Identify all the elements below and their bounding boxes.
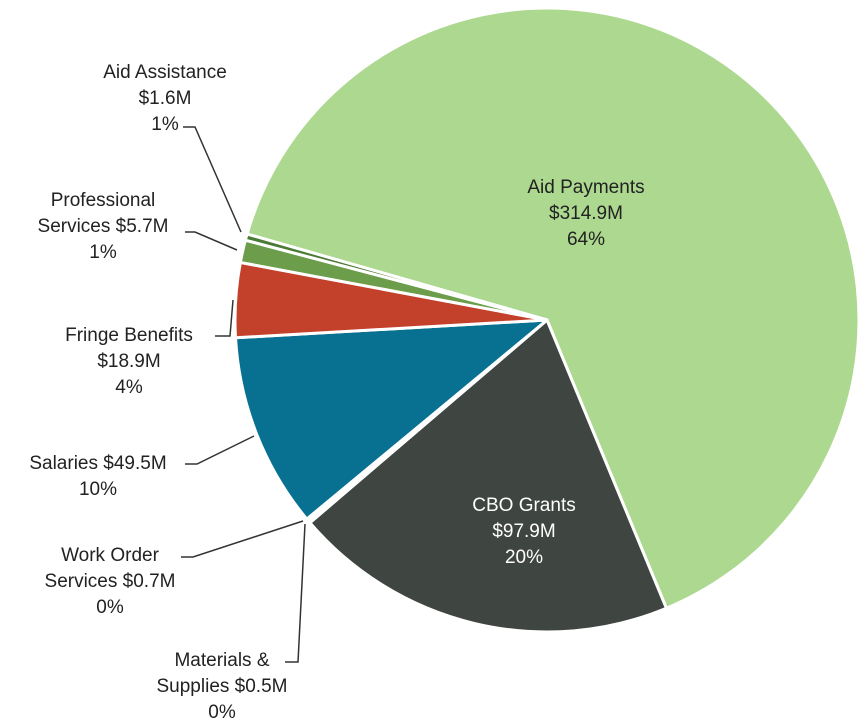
- percent-label: 1%: [151, 114, 179, 135]
- leader-line: [181, 520, 304, 558]
- category-label: Salaries: [29, 453, 98, 474]
- value-label: $5.7M: [115, 216, 169, 237]
- slice-label: Aid Payments $314.9M 64%: [456, 175, 716, 253]
- leader-line: [185, 435, 255, 465]
- pie-slice: [308, 318, 668, 634]
- leader-line: [215, 299, 234, 337]
- value-label: $1.6M: [138, 88, 192, 109]
- value-label: $0.7M: [122, 571, 176, 592]
- pie-slice: [245, 6, 861, 610]
- category-label: Aid Payments: [527, 177, 645, 198]
- category-label: Fringe Benefits: [65, 325, 193, 346]
- slice-label: CBO Grants $97.9M 20%: [424, 493, 624, 571]
- category-label: CBO Grants: [472, 495, 576, 516]
- percent-label: 10%: [78, 479, 118, 500]
- pie-slice: [234, 318, 549, 521]
- percent-label: 0%: [96, 597, 124, 618]
- value-label: $0.5M: [234, 676, 288, 697]
- percent-label: 64%: [566, 229, 606, 250]
- leader-line: [183, 126, 242, 233]
- value-label: $49.5M: [103, 453, 167, 474]
- leader-line: [285, 523, 306, 663]
- slice-label: Professional Services $5.7M 1%: [23, 188, 183, 266]
- value-label: $97.9M: [492, 521, 556, 542]
- category-label: Work Order Services: [44, 545, 159, 592]
- value-label: $18.9M: [97, 351, 161, 372]
- value-label: $314.9M: [549, 203, 623, 224]
- percent-label: 1%: [89, 242, 117, 263]
- slice-label: Materials & Supplies $0.5M 0%: [142, 648, 302, 721]
- slice-label: Salaries $49.5M 10%: [0, 451, 198, 503]
- leader-line: [185, 231, 238, 251]
- pie-slice: [243, 232, 549, 322]
- leader-lines: [181, 126, 306, 663]
- category-label: Aid Assistance: [103, 62, 227, 83]
- category-label: Materials & Supplies: [156, 650, 270, 697]
- slice-label: Aid Assistance $1.6M 1%: [65, 60, 265, 138]
- slice-label: Fringe Benefits $18.9M 4%: [29, 323, 229, 401]
- percent-label: 0%: [208, 702, 236, 721]
- category-label: Professional Services: [37, 190, 156, 237]
- percent-label: 4%: [115, 377, 143, 398]
- percent-label: 20%: [504, 547, 544, 568]
- slice-label: Work Order Services $0.7M 0%: [30, 543, 190, 621]
- pie: [233, 6, 861, 634]
